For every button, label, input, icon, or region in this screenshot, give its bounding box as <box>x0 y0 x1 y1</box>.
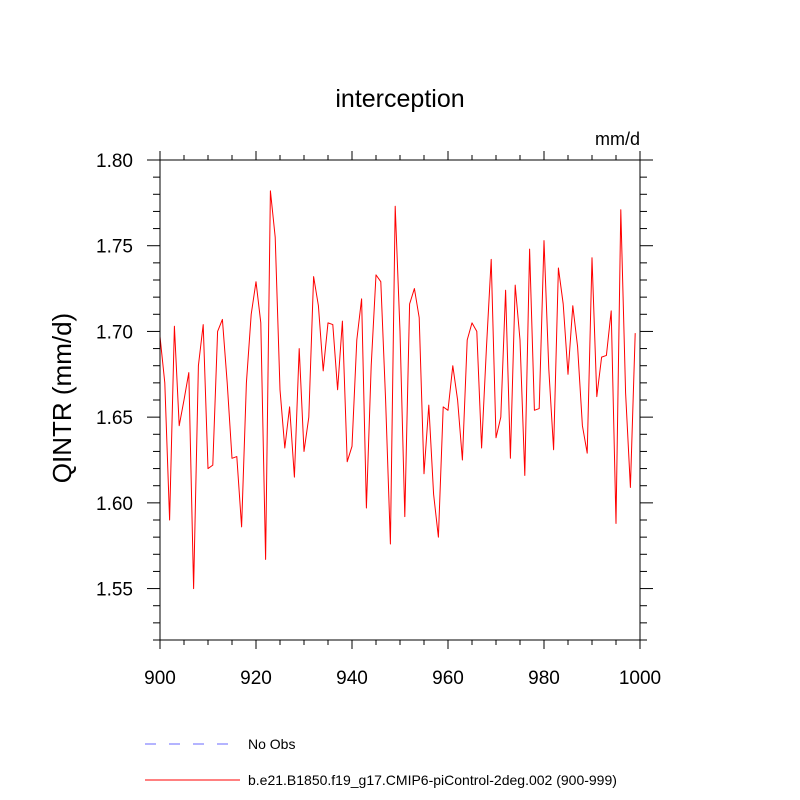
x-tick-label: 900 <box>144 668 176 689</box>
y-tick-label: 1.70 <box>96 322 133 343</box>
chart-title: interception <box>335 85 464 113</box>
y-tick-label: 1.60 <box>96 494 133 515</box>
y-tick-label: 1.75 <box>96 237 133 258</box>
x-tick-label: 920 <box>240 668 272 689</box>
axis-ticks <box>147 151 653 649</box>
plot-frame <box>159 159 641 641</box>
y-axis-label: QINTR (mm/d) <box>47 313 77 483</box>
y-tick-label: 1.65 <box>96 408 133 429</box>
legend-label-no-obs: No Obs <box>248 736 295 752</box>
legend-label-model-run: b.e21.B1850.f19_g17.CMIP6-piControl-2deg… <box>248 772 617 788</box>
x-tick-label: 960 <box>432 668 464 689</box>
units-label: mm/d <box>595 129 640 149</box>
y-tick-label: 1.80 <box>96 151 133 172</box>
axis-tick-labels: 900 920 940 960 980 1000 1.55 1.60 1.65 1.70 1.75 1… <box>96 151 661 689</box>
x-tick-label: 940 <box>336 668 368 689</box>
series-line <box>159 190 636 590</box>
y-tick-label: 1.55 <box>96 580 133 601</box>
x-tick-label: 1000 <box>619 668 661 689</box>
legend: No Obs b.e21.B1850.f19_g17.CMIP6-piContr… <box>145 736 617 788</box>
x-tick-label: 980 <box>528 668 560 689</box>
series-layer <box>159 190 636 590</box>
